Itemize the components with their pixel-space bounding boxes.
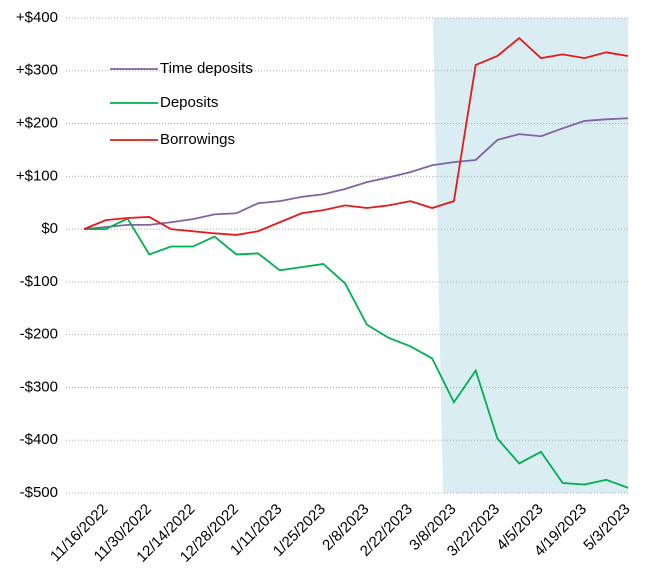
y-tick-label: $0 [41, 220, 58, 237]
y-tick-label: -$300 [20, 378, 58, 395]
y-tick-label: +$300 [16, 62, 58, 79]
legend-label: Deposits [160, 94, 218, 111]
line-series [84, 217, 629, 489]
y-tick-label: +$400 [16, 9, 58, 26]
y-tick-label: -$400 [20, 431, 58, 448]
x-tick-label: 5/3/2023 [580, 501, 633, 554]
y-tick-label: -$500 [20, 484, 58, 501]
y-tick-label: +$200 [16, 115, 58, 132]
y-tick-label: -$100 [20, 273, 58, 290]
line-series [83, 36, 629, 236]
y-tick-label: -$200 [20, 326, 58, 343]
legend-label: Borrowings [160, 131, 235, 148]
legend-label: Time deposits [160, 60, 253, 77]
line-series [83, 117, 629, 231]
y-tick-label: +$100 [16, 167, 58, 184]
highlight-region [433, 18, 628, 493]
